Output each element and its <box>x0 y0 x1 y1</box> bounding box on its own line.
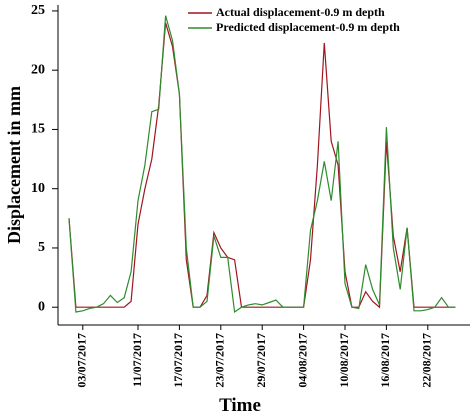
legend-label: Predicted displacement-0.9 m depth <box>216 20 400 34</box>
x-tick-label: 17/07/2017 <box>171 333 185 388</box>
y-tick-label: 15 <box>31 122 45 137</box>
x-tick-label: 16/08/2017 <box>378 333 392 388</box>
x-axis-label: Time <box>219 395 261 416</box>
x-tick-label: 22/08/2017 <box>420 333 434 388</box>
x-tick-label: 04/08/2017 <box>295 333 309 388</box>
x-tick-label: 03/07/2017 <box>75 333 89 388</box>
x-tick-label: 10/08/2017 <box>337 333 351 388</box>
y-axis-label: Displacement in mm <box>4 86 24 244</box>
y-tick-label: 0 <box>38 299 45 314</box>
series-line <box>68 15 456 314</box>
legend-label: Actual displacement-0.9 m depth <box>216 5 385 19</box>
y-tick-label: 10 <box>31 181 45 196</box>
x-tick-label: 29/07/2017 <box>254 333 268 388</box>
x-tick-label: 11/07/2017 <box>130 333 144 387</box>
series-line <box>68 22 456 309</box>
y-tick-label: 5 <box>38 240 45 255</box>
y-tick-label: 20 <box>31 62 45 77</box>
x-tick-label: 23/07/2017 <box>213 333 227 388</box>
y-tick-label: 25 <box>31 3 45 18</box>
